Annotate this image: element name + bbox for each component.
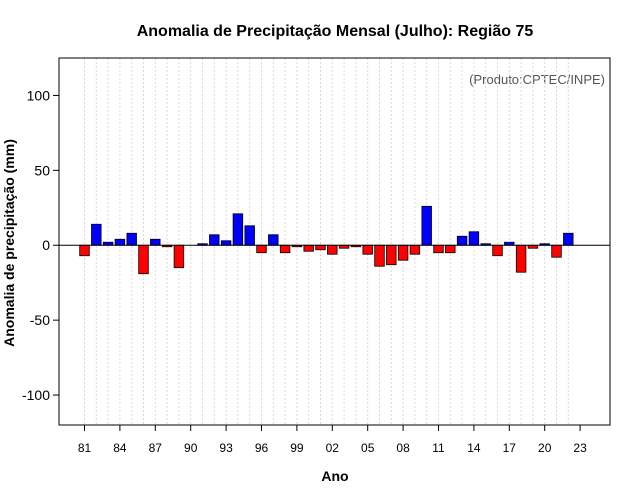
x-tick-label: 96	[255, 441, 269, 455]
bars	[79, 205, 574, 275]
bar-1985	[126, 232, 137, 246]
bar-2001	[315, 244, 326, 251]
x-tick-label: 99	[290, 441, 304, 455]
bar-2012	[445, 244, 456, 254]
y-tick-label: -50	[30, 312, 50, 328]
x-tick-label: 02	[326, 441, 340, 455]
x-tick-label: 05	[361, 441, 375, 455]
y-tick-label: 100	[27, 87, 51, 103]
bar-2002	[327, 244, 338, 255]
plot-frame	[58, 57, 611, 426]
x-tick-label: 87	[149, 441, 163, 455]
x-tick-label: 08	[396, 441, 410, 455]
bar-1994	[232, 213, 244, 246]
bar-1997	[268, 234, 279, 246]
x-axis-title: Ano	[321, 468, 348, 484]
grid-lines	[84, 58, 569, 425]
bar-1987	[150, 238, 161, 246]
x-tick-label: 20	[538, 441, 552, 455]
chart-title: Anomalia de Precipitação Mensal (Julho):…	[137, 23, 534, 40]
y-tick-label: 0	[42, 237, 50, 253]
bar-2006	[374, 244, 385, 267]
bar-2018	[515, 244, 527, 273]
bar-1989	[173, 244, 185, 269]
bar-2016	[492, 244, 503, 257]
bar-1993	[220, 240, 232, 246]
bar-1981	[79, 244, 90, 257]
x-axis: 81 84 87 90 93 96 99 02 05 08 11 14 17 20 23	[78, 425, 587, 455]
x-tick-label: 17	[503, 441, 517, 455]
bar-2014	[468, 231, 480, 246]
bar-1986	[138, 244, 149, 275]
x-tick-label: 93	[219, 441, 233, 455]
bar-2000	[303, 244, 314, 252]
bar-2011	[433, 244, 444, 254]
bar-2021	[551, 244, 562, 258]
bar-1995	[244, 225, 255, 246]
y-tick-label: 50	[34, 162, 50, 178]
bar-2007	[386, 244, 397, 266]
y-axis-title: Anomalia de precipitação (mm)	[1, 139, 17, 347]
bar-1992	[209, 234, 220, 246]
bar-2008	[397, 244, 409, 261]
x-tick-label: 11	[432, 441, 445, 455]
y-axis: -100 -50 0 50 100	[22, 87, 59, 403]
bar-2013	[456, 235, 468, 246]
x-tick-label: 84	[113, 441, 127, 455]
product-annotation: (Produto:CPTEC/INPE)	[469, 72, 605, 87]
bar-1982	[91, 223, 102, 246]
bar-2010	[421, 205, 432, 246]
bar-1996	[256, 244, 267, 254]
bar-2005	[362, 244, 373, 255]
x-tick-label: 23	[573, 441, 587, 455]
x-tick-label: 90	[184, 441, 198, 455]
bar-1984	[114, 238, 126, 246]
x-tick-label: 81	[78, 441, 92, 455]
x-tick-label: 14	[467, 441, 481, 455]
bar-2022	[563, 232, 574, 246]
bar-1998	[279, 244, 291, 254]
bar-2009	[409, 244, 421, 255]
y-tick-label: -100	[22, 387, 50, 403]
